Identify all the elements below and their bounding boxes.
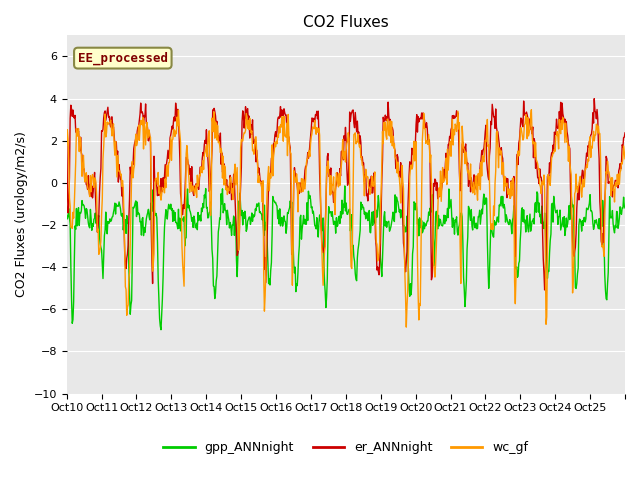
Title: CO2 Fluxes: CO2 Fluxes [303,15,388,30]
er_ANNnight [591,96,598,101]
er_ANNnight [541,287,548,293]
Line: er_ANNnight: er_ANNnight [67,98,625,290]
er_ANNnight [419,116,426,122]
Line: gpp_ANNnight: gpp_ANNnight [67,186,625,330]
gpp_ANNnight [63,213,70,218]
wc_gf [387,140,395,145]
wc_gf [487,226,495,232]
gpp_ANNnight [388,216,396,221]
Legend: gpp_ANNnight, er_ANNnight, wc_gf: gpp_ANNnight, er_ANNnight, wc_gf [158,436,533,459]
gpp_ANNnight [403,213,411,219]
gpp_ANNnight [341,183,349,189]
er_ANNnight [621,130,629,136]
gpp_ANNnight [488,225,495,231]
Line: wc_gf: wc_gf [67,110,625,327]
wc_gf [621,156,629,162]
gpp_ANNnight [545,269,553,275]
wc_gf [545,179,553,184]
er_ANNnight [402,269,410,275]
wc_gf [63,142,70,148]
er_ANNnight [544,172,552,178]
Text: EE_processed: EE_processed [78,51,168,65]
wc_gf [527,107,535,113]
gpp_ANNnight [157,327,165,333]
gpp_ANNnight [97,245,105,251]
er_ANNnight [97,166,105,171]
er_ANNnight [63,127,70,133]
wc_gf [403,324,410,330]
Y-axis label: CO2 Fluxes (urology/m2/s): CO2 Fluxes (urology/m2/s) [15,132,28,298]
gpp_ANNnight [621,205,629,211]
gpp_ANNnight [420,219,428,225]
er_ANNnight [387,121,395,127]
er_ANNnight [486,145,494,151]
wc_gf [402,295,410,300]
wc_gf [97,238,105,244]
wc_gf [419,125,427,131]
